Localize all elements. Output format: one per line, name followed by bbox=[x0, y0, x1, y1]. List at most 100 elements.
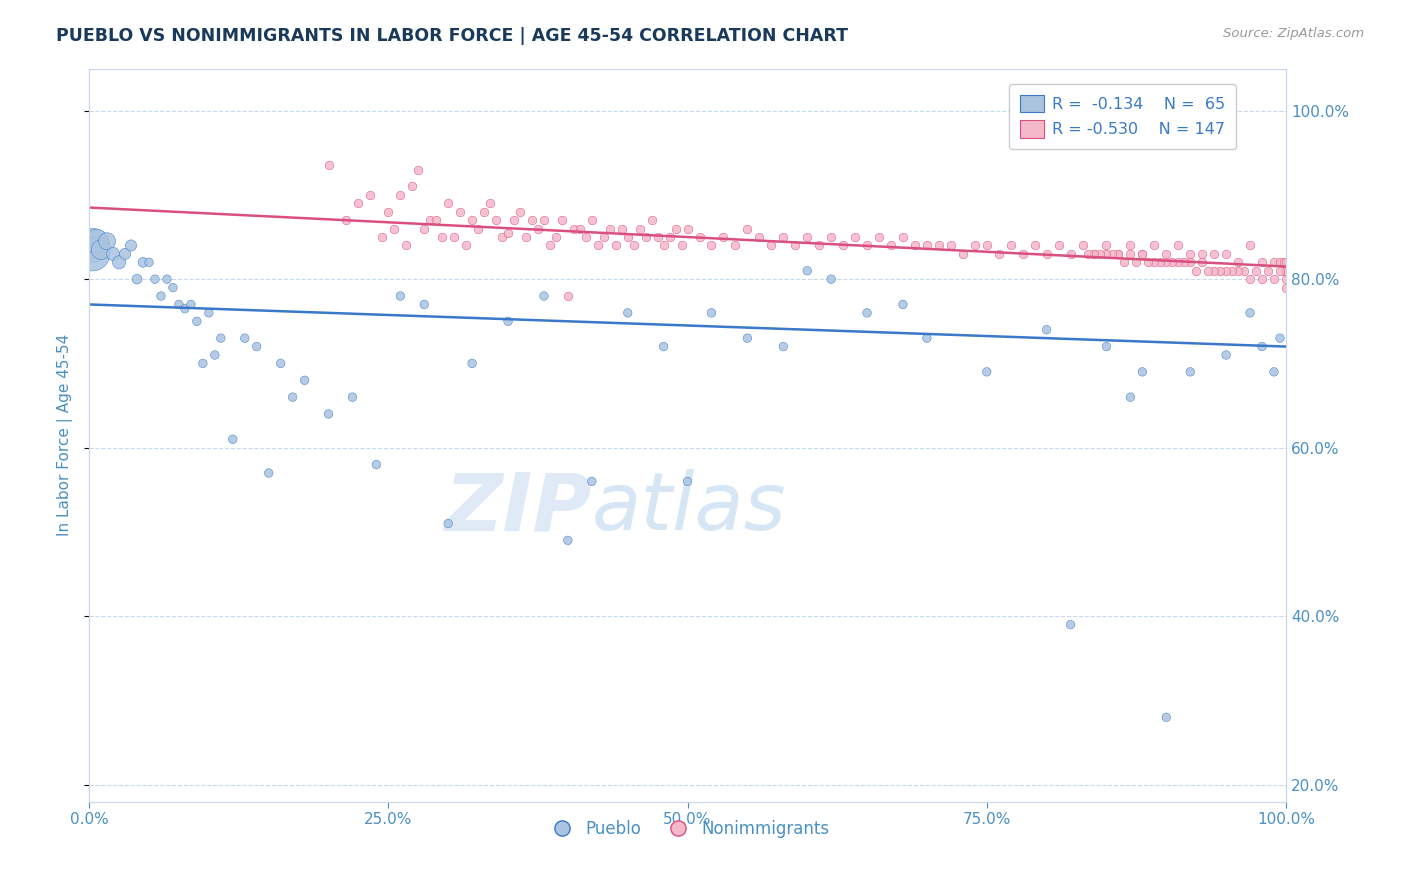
Point bbox=[915, 238, 938, 252]
Text: Source: ZipAtlas.com: Source: ZipAtlas.com bbox=[1223, 27, 1364, 40]
Point bbox=[1227, 255, 1250, 269]
Point bbox=[1191, 247, 1213, 261]
Point bbox=[915, 331, 938, 345]
Point bbox=[796, 230, 818, 244]
Point bbox=[425, 213, 447, 227]
Point bbox=[880, 238, 903, 252]
Point bbox=[628, 221, 651, 235]
Point bbox=[82, 238, 104, 252]
Point bbox=[382, 221, 405, 235]
Point bbox=[294, 373, 316, 387]
Point bbox=[1107, 247, 1129, 261]
Point bbox=[1251, 255, 1274, 269]
Point bbox=[610, 221, 633, 235]
Point bbox=[689, 230, 711, 244]
Point bbox=[347, 196, 370, 211]
Point bbox=[1156, 255, 1178, 269]
Point bbox=[1143, 255, 1166, 269]
Point bbox=[568, 221, 591, 235]
Point bbox=[1156, 247, 1178, 261]
Point bbox=[1244, 264, 1267, 278]
Point bbox=[623, 238, 645, 252]
Point bbox=[198, 306, 221, 320]
Point bbox=[1143, 238, 1166, 252]
Point bbox=[581, 213, 603, 227]
Point bbox=[371, 230, 394, 244]
Point bbox=[449, 204, 471, 219]
Point bbox=[586, 238, 609, 252]
Point bbox=[1251, 272, 1274, 286]
Point bbox=[700, 306, 723, 320]
Point bbox=[1047, 238, 1070, 252]
Point bbox=[533, 213, 555, 227]
Point bbox=[605, 238, 627, 252]
Point bbox=[1090, 247, 1112, 261]
Point bbox=[820, 230, 842, 244]
Point bbox=[1180, 255, 1202, 269]
Point bbox=[963, 238, 986, 252]
Text: atlas: atlas bbox=[592, 469, 786, 548]
Point bbox=[257, 466, 280, 480]
Point bbox=[1149, 255, 1171, 269]
Point bbox=[395, 238, 418, 252]
Point bbox=[1137, 255, 1160, 269]
Point bbox=[1095, 247, 1118, 261]
Point bbox=[616, 306, 638, 320]
Point bbox=[939, 238, 962, 252]
Point bbox=[538, 238, 561, 252]
Point bbox=[86, 234, 108, 248]
Point bbox=[634, 230, 657, 244]
Point bbox=[533, 289, 555, 303]
Point bbox=[1275, 280, 1298, 294]
Point bbox=[413, 297, 436, 311]
Point bbox=[437, 516, 460, 531]
Point bbox=[772, 230, 794, 244]
Point bbox=[820, 272, 842, 286]
Point bbox=[658, 230, 681, 244]
Point bbox=[270, 356, 292, 370]
Point bbox=[676, 221, 699, 235]
Point bbox=[233, 331, 256, 345]
Point bbox=[904, 238, 927, 252]
Point bbox=[987, 247, 1010, 261]
Point bbox=[1272, 255, 1295, 269]
Point bbox=[1263, 272, 1285, 286]
Point bbox=[359, 188, 381, 202]
Point bbox=[1275, 255, 1298, 269]
Point bbox=[592, 230, 614, 244]
Point bbox=[82, 247, 104, 261]
Point bbox=[1204, 264, 1226, 278]
Point bbox=[1035, 247, 1057, 261]
Point bbox=[1130, 365, 1153, 379]
Point bbox=[1000, 238, 1022, 252]
Point bbox=[406, 162, 429, 177]
Point bbox=[647, 230, 669, 244]
Point bbox=[1083, 247, 1105, 261]
Point bbox=[485, 213, 508, 227]
Point bbox=[665, 221, 688, 235]
Point bbox=[1251, 340, 1274, 354]
Point bbox=[724, 238, 747, 252]
Point bbox=[479, 196, 502, 211]
Point bbox=[149, 289, 172, 303]
Point bbox=[551, 213, 574, 227]
Text: PUEBLO VS NONIMMIGRANTS IN LABOR FORCE | AGE 45-54 CORRELATION CHART: PUEBLO VS NONIMMIGRANTS IN LABOR FORCE |… bbox=[56, 27, 848, 45]
Point bbox=[1101, 247, 1123, 261]
Point bbox=[1167, 238, 1189, 252]
Point bbox=[1185, 264, 1208, 278]
Point bbox=[377, 204, 399, 219]
Point bbox=[120, 238, 142, 252]
Point bbox=[1191, 255, 1213, 269]
Point bbox=[640, 213, 662, 227]
Point bbox=[1161, 255, 1184, 269]
Legend: Pueblo, Nonimmigrants: Pueblo, Nonimmigrants bbox=[538, 814, 837, 845]
Point bbox=[138, 255, 160, 269]
Point bbox=[1268, 331, 1291, 345]
Point bbox=[1119, 247, 1142, 261]
Point bbox=[772, 340, 794, 354]
Point bbox=[832, 238, 855, 252]
Point bbox=[928, 238, 950, 252]
Point bbox=[143, 272, 166, 286]
Point bbox=[1275, 264, 1298, 278]
Point bbox=[174, 301, 197, 316]
